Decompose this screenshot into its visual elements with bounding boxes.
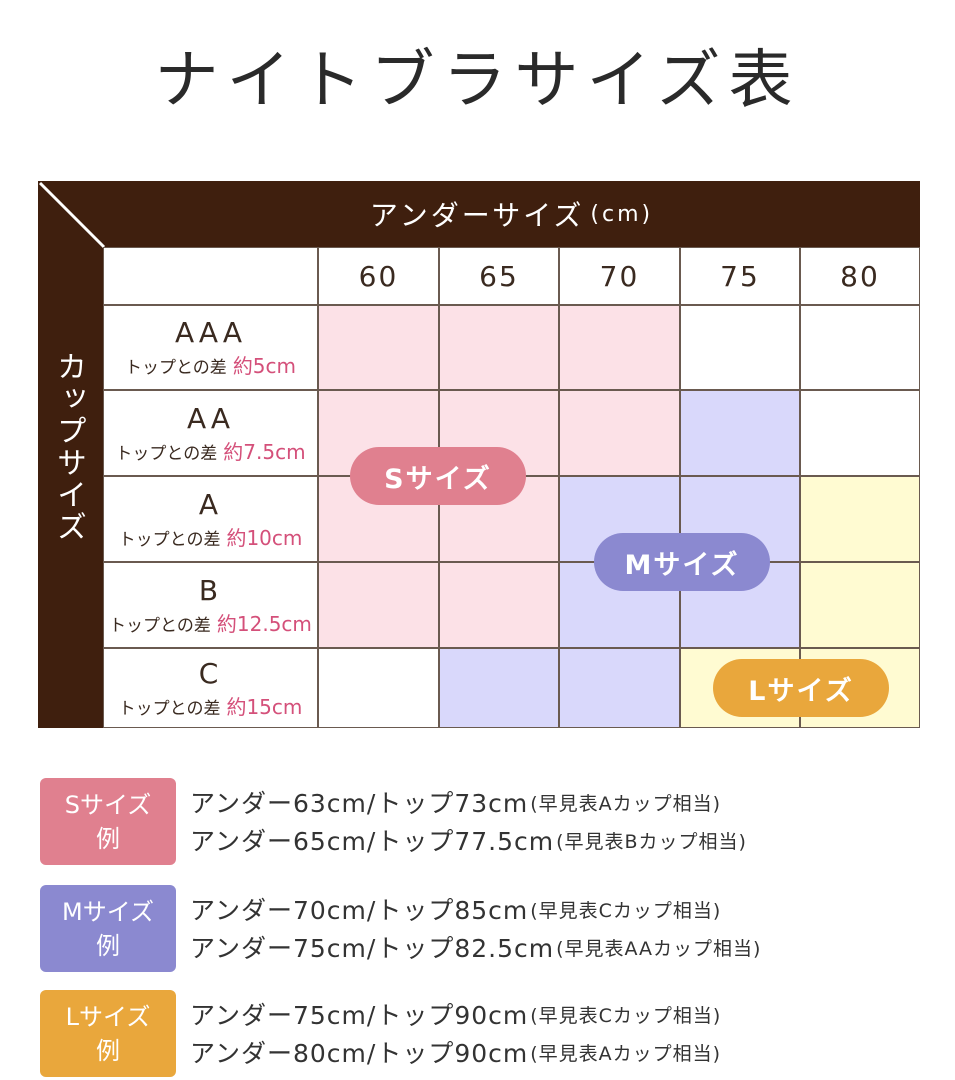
diff-line: トップとの差 約5cm — [125, 350, 296, 379]
size-badge: Mサイズ — [594, 533, 770, 591]
example-line: アンダー70cm/トップ85cm (早見表Cカップ相当) — [190, 891, 721, 927]
size-cell — [439, 562, 559, 648]
size-badge: Sサイズ — [350, 447, 526, 505]
size-cell — [800, 476, 920, 562]
size-cell — [318, 305, 439, 390]
example-sub: 例 — [96, 1036, 120, 1065]
row-label: B トップとの差 約12.5cm — [103, 562, 318, 648]
example-label: Sサイズ — [64, 790, 152, 819]
example-badge: Lサイズ例 — [40, 990, 176, 1077]
example-line: アンダー80cm/トップ90cm (早見表Aカップ相当) — [190, 1034, 721, 1070]
header: アンダーサイズ (cm) — [103, 181, 920, 247]
diff-line: トップとの差 約15cm — [119, 691, 303, 720]
side-title: カップサイズ — [51, 351, 86, 543]
cup: AA — [186, 401, 235, 435]
diff-label: トップとの差 — [118, 698, 221, 719]
row-label: AAA トップとの差 約5cm — [103, 305, 318, 390]
example-line: アンダー75cm/トップ82.5cm (早見表AAカップ相当) — [190, 929, 761, 965]
size-cell — [800, 390, 920, 476]
example-text: アンダー80cm/トップ90cm — [190, 1039, 529, 1068]
column-header: 80 — [800, 247, 920, 305]
example-note: (早見表Bカップ相当) — [556, 830, 747, 853]
size-cell — [318, 648, 439, 728]
size-cell — [680, 305, 800, 390]
column-header: 70 — [559, 247, 680, 305]
example-line: アンダー75cm/トップ90cm (早見表Cカップ相当) — [190, 996, 721, 1032]
diff-line: トップとの差 約12.5cm — [109, 608, 312, 637]
cup: AAA — [174, 316, 247, 349]
cup: C — [198, 656, 223, 690]
example-badge: Mサイズ例 — [40, 885, 176, 972]
header-unit: (cm) — [590, 201, 654, 227]
title: ナイトブラサイズ表 — [154, 44, 801, 118]
example-text: アンダー70cm/トップ85cm — [190, 896, 529, 925]
example-label: Mサイズ — [62, 897, 154, 926]
example-badge: Sサイズ例 — [40, 778, 176, 865]
corner-cell — [103, 247, 318, 305]
example-sub: 例 — [96, 931, 120, 960]
cup: B — [198, 573, 223, 607]
diff-line: トップとの差 約10cm — [119, 522, 303, 551]
diagonal — [38, 181, 106, 249]
example-label: Lサイズ — [65, 1002, 151, 1031]
diff: 約7.5cm — [223, 439, 306, 464]
example-note: (早見表Aカップ相当) — [530, 1042, 722, 1065]
size-cell — [800, 562, 920, 648]
row-label: AA トップとの差 約7.5cm — [103, 390, 318, 476]
column-header: 60 — [318, 247, 439, 305]
diff: 約5cm — [232, 354, 297, 378]
example-line: アンダー65cm/トップ77.5cm (早見表Bカップ相当) — [190, 822, 747, 858]
size-cell — [559, 390, 680, 476]
size-cell — [559, 305, 680, 390]
diff: 約15cm — [226, 694, 303, 719]
cup: A — [198, 487, 223, 521]
column-header: 75 — [680, 247, 800, 305]
example-sub: 例 — [96, 824, 120, 853]
diff-label: トップとの差 — [118, 529, 221, 550]
row-label: C トップとの差 約15cm — [103, 648, 318, 728]
example-text: アンダー75cm/トップ90cm — [190, 1001, 529, 1030]
header-title: アンダーサイズ — [369, 199, 585, 232]
size-cell — [559, 648, 680, 728]
size-cell — [680, 390, 800, 476]
size-cell — [439, 648, 559, 728]
column-header: 65 — [439, 247, 559, 305]
diff-label: トップとの差 — [124, 358, 227, 378]
size-badge: Lサイズ — [713, 659, 889, 717]
size-cell — [800, 305, 920, 390]
example-note: (早見表AAカップ相当) — [556, 937, 762, 960]
size-cell — [318, 562, 439, 648]
example-text: アンダー65cm/トップ77.5cm — [190, 827, 555, 856]
diff: 約12.5cm — [216, 611, 312, 636]
diff-label: トップとの差 — [115, 443, 218, 464]
example-note: (早見表Cカップ相当) — [530, 1004, 722, 1027]
example-line: アンダー63cm/トップ73cm (早見表Aカップ相当) — [190, 784, 721, 820]
diff-line: トップとの差 約7.5cm — [115, 436, 305, 465]
row-label: A トップとの差 約10cm — [103, 476, 318, 562]
size-cell — [439, 305, 559, 390]
diff: 約10cm — [226, 525, 303, 550]
diff-label: トップとの差 — [109, 615, 211, 636]
example-text: アンダー75cm/トップ82.5cm — [190, 934, 555, 963]
example-note: (早見表Aカップ相当) — [530, 792, 722, 815]
example-note: (早見表Cカップ相当) — [530, 899, 722, 922]
example-text: アンダー63cm/トップ73cm — [190, 789, 529, 818]
